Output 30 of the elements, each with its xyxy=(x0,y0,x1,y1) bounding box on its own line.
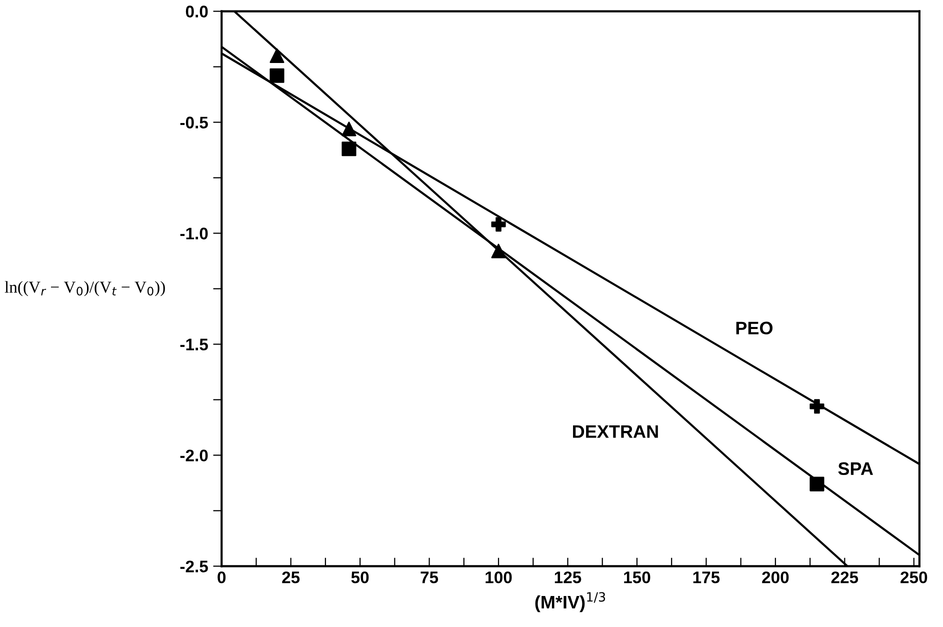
x-tick-label: 75 xyxy=(420,572,438,584)
x-tick-label: 50 xyxy=(351,571,369,584)
y-tick-label: -2.5 xyxy=(180,560,208,572)
x-axis-title: (M*IV)$^{1/3}$ xyxy=(535,592,606,612)
x-tick-label: 25 xyxy=(282,571,300,584)
series-label: PEO xyxy=(736,322,773,334)
y-tick-label: -0.5 xyxy=(180,116,208,128)
point xyxy=(270,48,284,63)
point xyxy=(810,399,824,414)
series-label: SPA xyxy=(838,462,874,476)
y-tick-label: -1.0 xyxy=(180,228,208,240)
text: ln((V$_{r}$ − V$_{0}$)/(V$_{t}$ − V$_{0}$)) xyxy=(4,281,165,296)
x-tick-label: 250 xyxy=(900,571,928,584)
x-tick-label: 225 xyxy=(831,571,858,584)
y-tick-label: 0.0 xyxy=(186,6,208,18)
point xyxy=(810,476,824,492)
point xyxy=(491,217,506,232)
point xyxy=(270,68,284,83)
x-tick-label: 200 xyxy=(762,571,789,584)
x-tick-label: 150 xyxy=(624,571,650,584)
x-tick-label: 0 xyxy=(218,571,226,584)
x-tick-label: 175 xyxy=(693,572,720,584)
x-tick-label: 100 xyxy=(486,571,512,584)
point xyxy=(491,244,506,258)
point xyxy=(342,142,356,156)
x-tick-label: 125 xyxy=(554,571,582,584)
y-tick-label: -2.0 xyxy=(180,450,208,462)
series-label: DEXTRAN xyxy=(573,425,658,438)
y-tick-label: -1.5 xyxy=(180,338,208,350)
point xyxy=(342,122,356,136)
